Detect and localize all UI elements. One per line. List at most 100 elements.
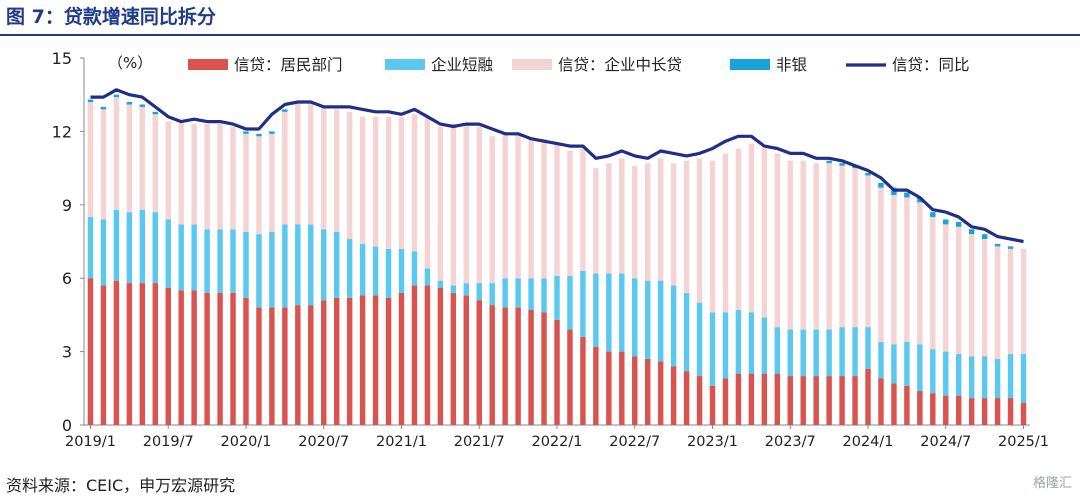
bar-household [282,307,288,425]
bar-household [372,295,379,425]
bar-corporate_short [139,209,146,284]
source-note: 资料来源：CEIC，申万宏源研究 [6,476,236,495]
page-title: 图 7：贷款增速同比拆分 [6,6,216,28]
bar-corporate_long [683,160,690,293]
bar-corporate_long [904,197,910,342]
bar-household [230,292,236,425]
bar-corporate_short [178,224,184,291]
bar-corporate_short [424,268,431,286]
bar-corporate_long [321,106,327,230]
bar-corporate_long [593,168,599,274]
bar-corporate_long [567,150,573,276]
bar-corporate_short [191,224,197,291]
bar-corporate_short [1020,354,1027,403]
bar-corporate_short [230,229,236,293]
bar-corporate_long [813,163,819,330]
bar-corporate_short [528,278,534,311]
bar-household [243,297,249,425]
legend-swatch-nonbank [730,59,770,70]
legend-label-household: 信贷：居民部门 [234,56,343,74]
bar-household [994,398,1001,425]
bar-corporate_long [826,163,832,330]
bar-household [865,368,871,425]
bar-household [204,292,210,425]
bar-corporate_short [541,278,547,313]
bar-corporate_long [761,148,768,318]
bar-nonbank [100,106,107,110]
bar-corporate_short [813,329,819,377]
bar-corporate_long [554,143,560,276]
bar-corporate_short [450,285,457,293]
bar-household [165,287,171,425]
bar-corporate_short [204,229,210,293]
bar-corporate_short [981,356,988,399]
legend-swatch-household [188,59,228,70]
bar-corporate_short [398,248,405,293]
bar-corporate_short [580,270,586,337]
bar-household [359,295,366,425]
bar-corporate_long [126,104,133,213]
bar-corporate_long [437,126,444,281]
bar-nonbank [152,111,158,115]
y-tick-label: 3 [62,343,72,362]
bar-household [826,376,832,425]
bar-corporate_long [774,153,781,328]
bar-household [515,307,521,425]
bar-household [437,287,444,425]
bar-household [541,312,547,425]
bar-corporate_short [476,283,482,301]
bar-corporate_long [256,136,262,235]
bar-corporate_long [243,133,249,232]
x-tick-label: 2024/1 [843,434,894,450]
bar-household [87,278,94,425]
bar-corporate_long [450,124,457,286]
bar-household [126,283,133,425]
bar-corporate_short [787,329,793,377]
x-tick-label: 2023/1 [687,434,738,450]
bar-nonbank [126,102,133,105]
bar-nonbank [994,243,1001,247]
bar-corporate_long [956,226,962,355]
bar-household [333,297,340,425]
bar-household [761,373,768,425]
bar-household [152,283,158,425]
bar-household [398,292,405,425]
bar-household [191,290,197,425]
bar-household [943,395,949,425]
bar-corporate_short [308,224,314,306]
bar-household [787,376,793,425]
bar-corporate_long [644,163,651,281]
bar-corporate_long [865,175,871,328]
bar-nonbank [956,221,962,227]
bar-corporate_short [372,246,379,296]
x-tick-label: 2019/1 [65,434,116,450]
bar-corporate_short [956,354,962,396]
x-tick-label: 2021/1 [376,434,427,450]
bar-household [735,373,742,425]
bar-household [696,376,703,425]
bar-corporate_long [502,133,508,279]
y-tick-label: 12 [52,122,72,141]
bar-corporate_long [696,158,703,303]
bar-corporate_short [502,278,508,308]
loan-growth-chart: 0 3 6 9 12 15 （%） 2019/1 2019/7 2020/1 2020/7 2021/… [52,49,1049,450]
bar-corporate_long [308,102,314,225]
bar-household [878,378,884,425]
bar-nonbank [282,109,288,112]
bar-household [139,283,146,425]
bar-corporate_long [398,116,405,249]
bar-corporate_short [722,312,729,379]
bar-corporate_short [670,285,677,367]
bar-nonbank [981,234,988,240]
bar-nonbank [917,197,923,203]
bar-corporate_short [165,219,171,288]
bar-nonbank [839,163,845,166]
bar-corporate_short [1007,354,1014,399]
bar-nonbank [243,131,249,134]
bar-corporate_short [943,351,949,396]
bar-corporate_long [528,138,534,279]
bar-corporate_long [139,106,146,210]
x-tick-label: 2024/7 [920,434,971,450]
bar-nonbank [139,104,146,107]
bar-corporate_long [878,187,884,342]
